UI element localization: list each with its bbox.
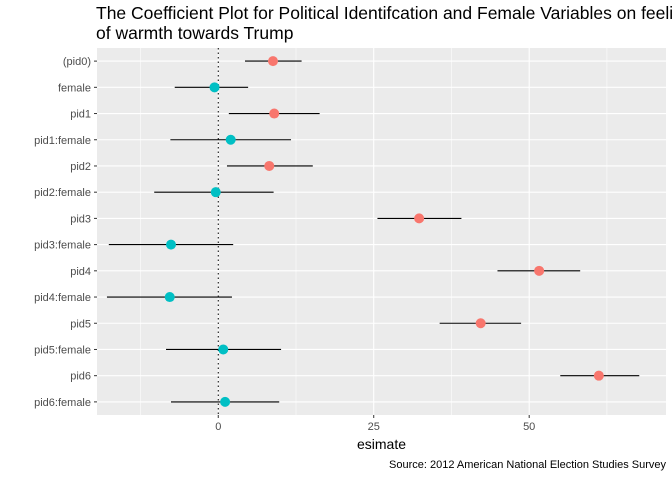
estimate-point (209, 82, 220, 93)
y-tick-label: pid3 (70, 213, 91, 225)
y-tick-label: female (58, 82, 91, 94)
chart-title-line-1: The Coefficient Plot for Political Ident… (96, 3, 672, 23)
y-tick-label: pid2 (70, 161, 91, 173)
chart-title-line-2: of warmth towards Trump (96, 23, 294, 43)
y-tick-label: pid4:female (34, 292, 91, 304)
plot-panel (97, 48, 666, 415)
y-tick-label: pid5 (70, 318, 91, 330)
estimate-point (264, 160, 275, 171)
y-tick-label: pid6 (70, 371, 91, 383)
y-tick-label: pid5:female (34, 344, 91, 356)
x-tick-label: 25 (368, 421, 380, 433)
estimate-point (164, 292, 175, 303)
chart-title: The Coefficient Plot for Political Ident… (96, 3, 672, 43)
estimate-point (225, 134, 236, 145)
estimate-point (166, 239, 177, 250)
estimate-point (210, 187, 221, 198)
y-tick-label: pid3:female (34, 240, 91, 252)
estimate-point (475, 318, 486, 329)
y-tick-label: pid2:female (34, 187, 91, 199)
x-axis-label: esimate (357, 436, 406, 452)
estimate-point (267, 56, 278, 67)
estimate-point (220, 396, 231, 407)
chart-caption: Source: 2012 American National Election … (389, 459, 666, 471)
x-tick-label: 50 (523, 421, 535, 433)
y-tick-label: pid1 (70, 109, 91, 121)
estimate-point (414, 213, 425, 224)
y-tick-label: (pid0) (63, 56, 91, 68)
estimate-point (218, 344, 229, 355)
estimate-point (534, 265, 545, 276)
y-tick-label: pid1:female (34, 135, 91, 147)
x-tick-label: 0 (215, 421, 221, 433)
y-tick-label: pid6:female (34, 397, 91, 409)
estimate-point (593, 370, 604, 381)
estimate-point (269, 108, 280, 119)
y-tick-label: pid4 (70, 266, 91, 278)
